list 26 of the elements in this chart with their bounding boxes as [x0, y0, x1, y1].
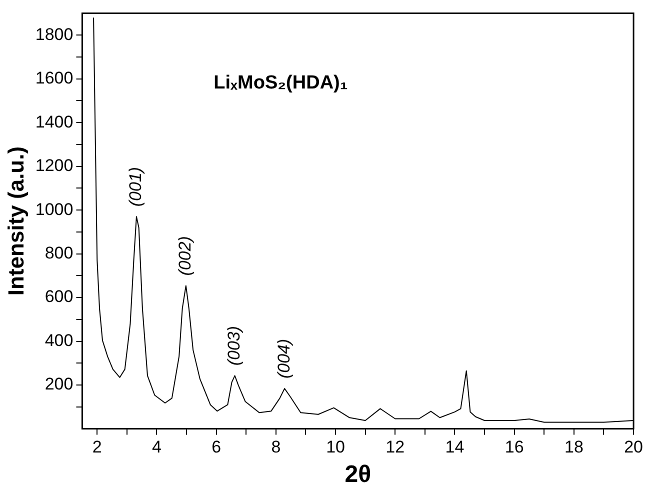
y-tick-label: 800 [44, 244, 74, 262]
y-tick-label: 1000 [35, 200, 74, 219]
x-tick-label: 16 [504, 438, 524, 457]
annotation: (002) [176, 236, 195, 276]
x-tick-label: 14 [445, 438, 464, 457]
x-axis-title: 2θ [344, 461, 372, 488]
annotation: (003) [224, 326, 244, 366]
y-tick-label: 1400 [35, 112, 74, 132]
y-tick-label: 400 [44, 330, 74, 350]
y-tick-label: 600 [44, 287, 74, 306]
y-tick-label: 1800 [35, 24, 74, 44]
x-tick-label: 8 [271, 438, 281, 457]
y-tick-label: 1200 [35, 156, 74, 176]
x-tick-label: 10 [326, 438, 345, 457]
x-tick-label: 2 [92, 438, 102, 457]
y-tick-label: 200 [44, 374, 74, 394]
annotation: (004) [274, 338, 294, 379]
x-tick-label: 4 [152, 438, 162, 457]
y-tick-label: 1600 [35, 68, 74, 88]
x-tick-label: 12 [386, 438, 405, 457]
annotation: LiₓMoS₂(HDA)₁ [214, 72, 348, 94]
annotation: (001) [126, 166, 146, 207]
x-tick-label: 6 [212, 438, 222, 457]
x-tick-label: 20 [624, 438, 644, 457]
x-tick-label: 18 [564, 438, 584, 457]
y-axis-title: Intensity (a.u.) [3, 146, 28, 296]
